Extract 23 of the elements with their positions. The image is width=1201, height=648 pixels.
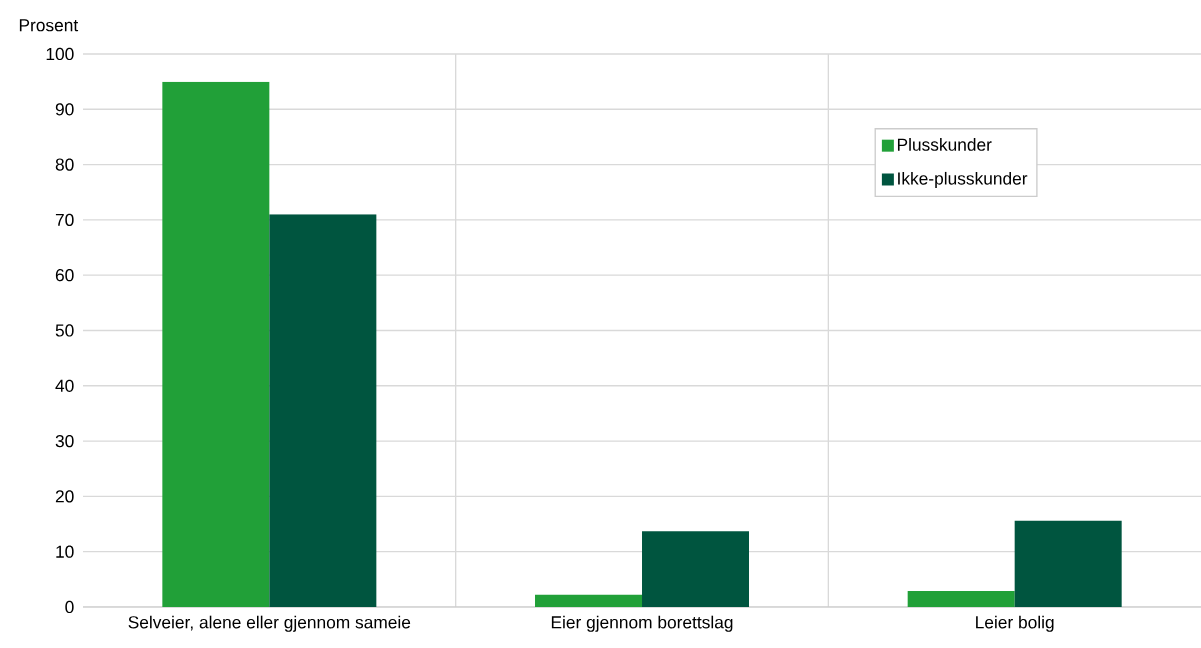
bar	[269, 214, 377, 607]
y-tick-label: 100	[46, 47, 74, 61]
y-tick-label: 70	[55, 213, 74, 227]
y-tick-label: 90	[55, 103, 74, 116]
y-tick-label: 60	[55, 269, 74, 282]
y-tick-label: 40	[55, 379, 74, 392]
x-tick-label: Leier bolig	[976, 615, 1054, 632]
y-tick-label: 20	[55, 490, 74, 503]
y-tick-label: 80	[55, 158, 74, 171]
y-tick-label: 50	[55, 324, 74, 337]
x-tick-label: Eier gjennom borettslag	[551, 615, 733, 632]
bar	[1014, 520, 1122, 607]
y-tick-label: 30	[55, 434, 74, 448]
y-tick-label: 0	[65, 600, 74, 614]
bar	[162, 81, 270, 607]
x-tick-label: Selveier, alene eller gjennom sameie	[128, 615, 411, 632]
y-axis-title: Prosent	[19, 19, 79, 32]
bar	[907, 590, 1015, 607]
bar	[535, 594, 643, 607]
y-tick-label: 10	[56, 545, 74, 558]
legend-label: Ikke-plusskunder	[898, 171, 1028, 189]
legend-label: Plusskunder	[897, 138, 992, 151]
bar	[642, 531, 750, 607]
